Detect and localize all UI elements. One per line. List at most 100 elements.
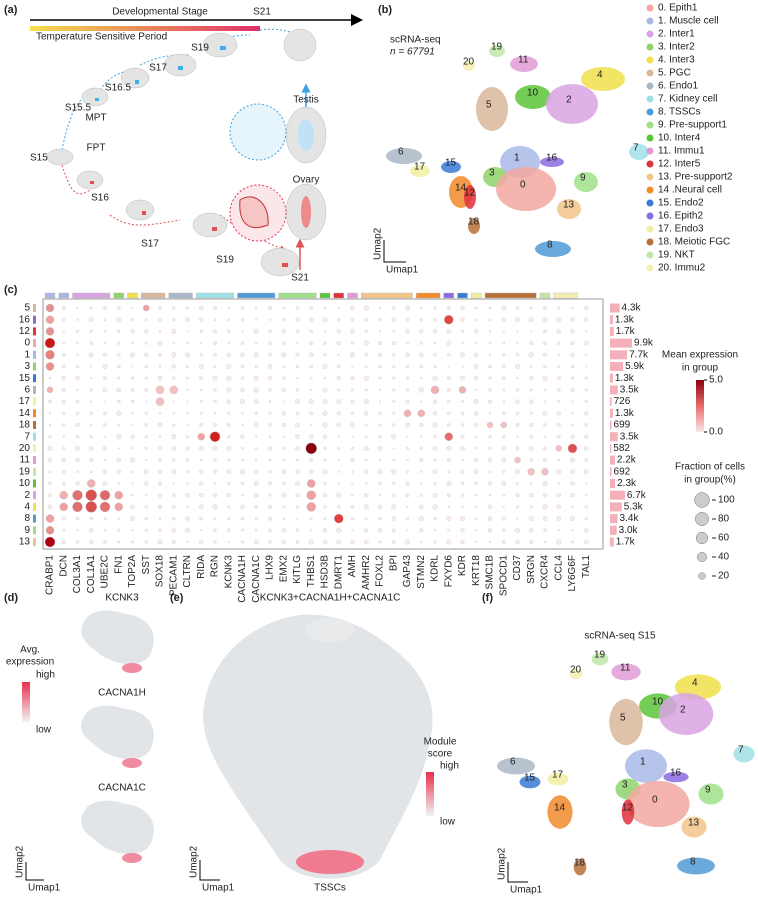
- dot: [432, 329, 438, 334]
- dot: [227, 505, 231, 509]
- dot: [48, 493, 52, 497]
- legend-high: high: [36, 670, 55, 681]
- dot: [212, 492, 218, 498]
- dot: [515, 469, 520, 475]
- dot: [323, 353, 327, 357]
- dot: [75, 516, 80, 521]
- gene-label: KITLG: [292, 555, 303, 584]
- dot: [350, 458, 355, 463]
- dot: [323, 505, 327, 509]
- gene-label: LY6G6F: [567, 555, 578, 592]
- dot: [570, 469, 575, 475]
- dot: [486, 421, 494, 429]
- dot: [144, 505, 148, 509]
- dot: [571, 423, 574, 427]
- dot: [116, 410, 122, 416]
- cluster-label: 15: [445, 158, 457, 169]
- dot: [473, 399, 479, 405]
- dot: [461, 330, 464, 333]
- dot: [585, 482, 588, 485]
- dot: [556, 422, 561, 428]
- gene-group-bar: [443, 292, 454, 299]
- count-bar: [610, 338, 632, 348]
- expr-spot: [122, 853, 142, 863]
- dot: [61, 364, 66, 369]
- count-bar: [610, 408, 613, 418]
- dot: [514, 527, 521, 533]
- dot: [433, 435, 437, 439]
- dot: [475, 341, 478, 345]
- dot: [309, 317, 314, 322]
- umap-cluster: [733, 745, 755, 763]
- dot: [323, 482, 327, 485]
- dot: [61, 376, 66, 381]
- cluster-label: 19: [594, 650, 606, 661]
- dot: [76, 529, 79, 532]
- dot: [501, 317, 506, 322]
- dot: [473, 469, 479, 475]
- dot: [516, 342, 519, 345]
- dot: [583, 340, 589, 346]
- dot: [460, 317, 465, 322]
- row-swatch: [33, 444, 36, 453]
- dot: [460, 481, 465, 486]
- legend-entry: 12. Inter5: [658, 159, 701, 170]
- count-label: 1.3k: [615, 408, 635, 419]
- dot: [502, 353, 506, 357]
- dot: [584, 505, 588, 509]
- dot: [446, 480, 452, 487]
- dot: [461, 365, 464, 368]
- dot: [570, 317, 575, 322]
- row-label: 5: [24, 303, 30, 314]
- dot: [557, 458, 560, 462]
- dot: [474, 376, 479, 381]
- gene-label: RGN: [210, 555, 221, 577]
- dot: [571, 306, 574, 310]
- dot: [555, 445, 562, 452]
- dot: [419, 376, 423, 380]
- legend-entry: 3. Inter2: [658, 42, 695, 53]
- dot: [268, 435, 272, 438]
- dot: [556, 469, 562, 475]
- dot: [364, 517, 368, 520]
- dot: [364, 469, 369, 474]
- dot: [432, 422, 438, 428]
- dot: [433, 411, 437, 416]
- dot: [186, 505, 189, 509]
- row-swatch: [33, 421, 36, 429]
- dot: [378, 516, 382, 521]
- gene-group-bar: [196, 292, 234, 299]
- dot: [406, 341, 409, 345]
- dot: [529, 376, 534, 381]
- dot: [226, 375, 232, 381]
- male-stage: S15.5: [65, 103, 92, 114]
- dot: [114, 491, 123, 500]
- legend-swatch: [646, 238, 654, 246]
- y-axis-label: Umap2: [373, 227, 384, 260]
- dot: [268, 329, 272, 334]
- legend-entry: 7. Kidney cell: [658, 94, 717, 105]
- dot: [556, 516, 561, 521]
- count-bar: [610, 397, 612, 407]
- dot: [514, 456, 521, 464]
- dot: [186, 482, 189, 485]
- dot: [337, 318, 341, 322]
- dot: [475, 540, 478, 544]
- mpt-label: MPT: [85, 113, 106, 124]
- dot: [516, 482, 519, 485]
- dot: [404, 305, 411, 311]
- gene-label: FOXL2: [375, 555, 386, 587]
- row-label: 20: [19, 443, 31, 454]
- dot: [213, 388, 217, 392]
- legend-swatch: [646, 251, 654, 259]
- dot: [157, 504, 163, 510]
- dot: [199, 469, 204, 474]
- dot: [131, 540, 134, 544]
- dot: [46, 386, 54, 394]
- dot: [144, 388, 149, 392]
- dot: [447, 505, 451, 509]
- dot: [44, 536, 56, 548]
- dot: [556, 539, 562, 545]
- dot: [226, 423, 231, 427]
- gene-label: SST: [141, 555, 152, 574]
